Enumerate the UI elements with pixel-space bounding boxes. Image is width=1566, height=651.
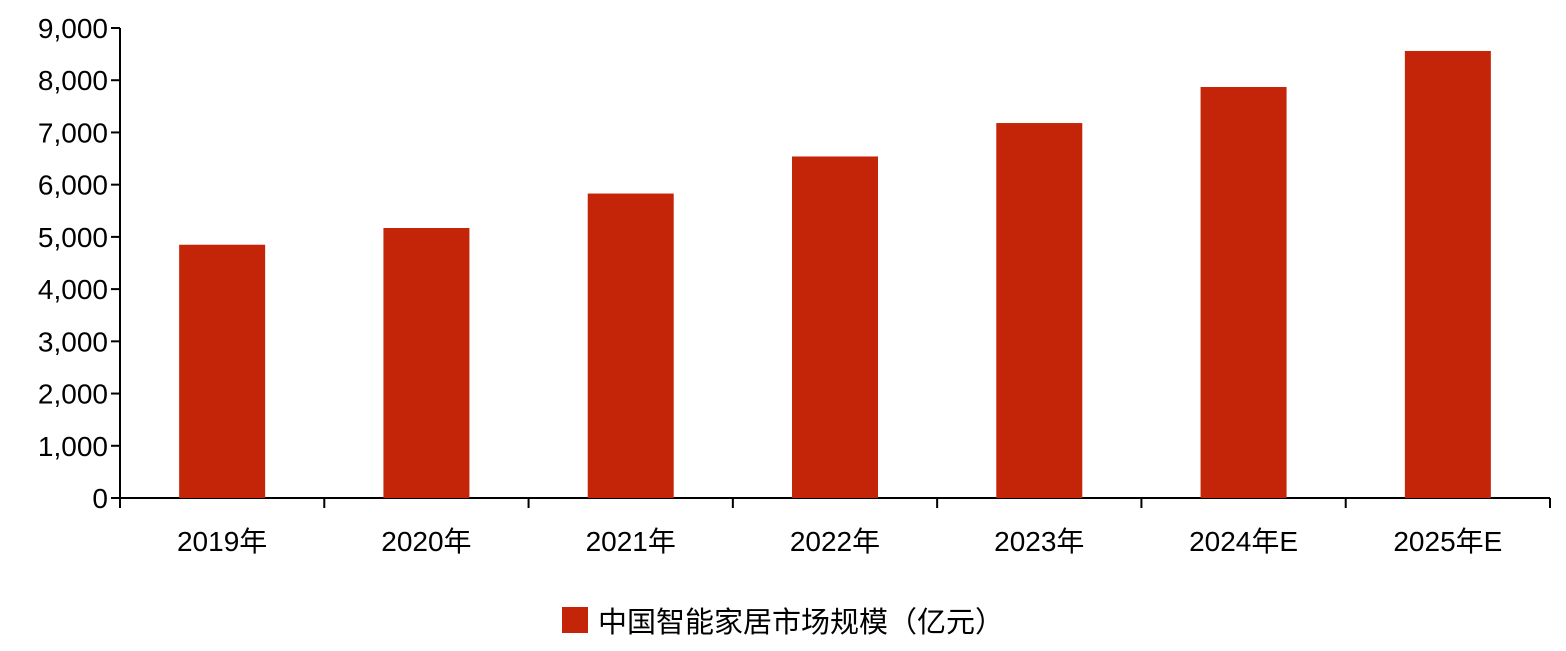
bar xyxy=(587,193,674,499)
y-axis: 0 1,000 2,000 3,000 4,000 5,000 6,000 7,000 8,00… xyxy=(38,13,121,514)
bar-series xyxy=(179,50,1491,499)
y-tick-label: 2,000 xyxy=(38,379,108,410)
y-tick-label: 7,000 xyxy=(38,117,108,148)
x-tick-label: 2021年 xyxy=(586,526,676,557)
x-tick-label: 2024年E xyxy=(1189,526,1298,557)
bar xyxy=(996,123,1083,499)
x-tick-label: 2020年 xyxy=(381,526,471,557)
bar xyxy=(179,244,266,498)
x-tick-label: 2022年 xyxy=(790,526,880,557)
y-tick-label: 0 xyxy=(92,483,108,514)
y-tick-label: 6,000 xyxy=(38,170,108,201)
x-tick-label: 2025年E xyxy=(1393,526,1502,557)
x-tick-label: 2019年 xyxy=(177,526,267,557)
bar xyxy=(1200,87,1287,498)
y-tick-label: 8,000 xyxy=(38,65,108,96)
y-tick-label: 5,000 xyxy=(38,222,108,253)
x-tick-label: 2023年 xyxy=(994,526,1084,557)
bar xyxy=(383,228,470,498)
y-tick-label: 9,000 xyxy=(38,13,108,44)
bar xyxy=(1404,50,1491,498)
legend-swatch xyxy=(561,607,588,633)
x-axis: 2019年 2020年 2021年 2022年 2023年 2024年E 2025年E xyxy=(119,497,1551,557)
legend: 中国智能家居市场规模（亿元） xyxy=(0,598,1566,642)
y-tick-label: 4,000 xyxy=(38,274,108,305)
bar xyxy=(792,156,878,498)
legend-label: 中国智能家居市场规模（亿元） xyxy=(597,605,1004,639)
y-tick-label: 3,000 xyxy=(38,326,108,357)
y-tick-label: 1,000 xyxy=(38,431,108,462)
